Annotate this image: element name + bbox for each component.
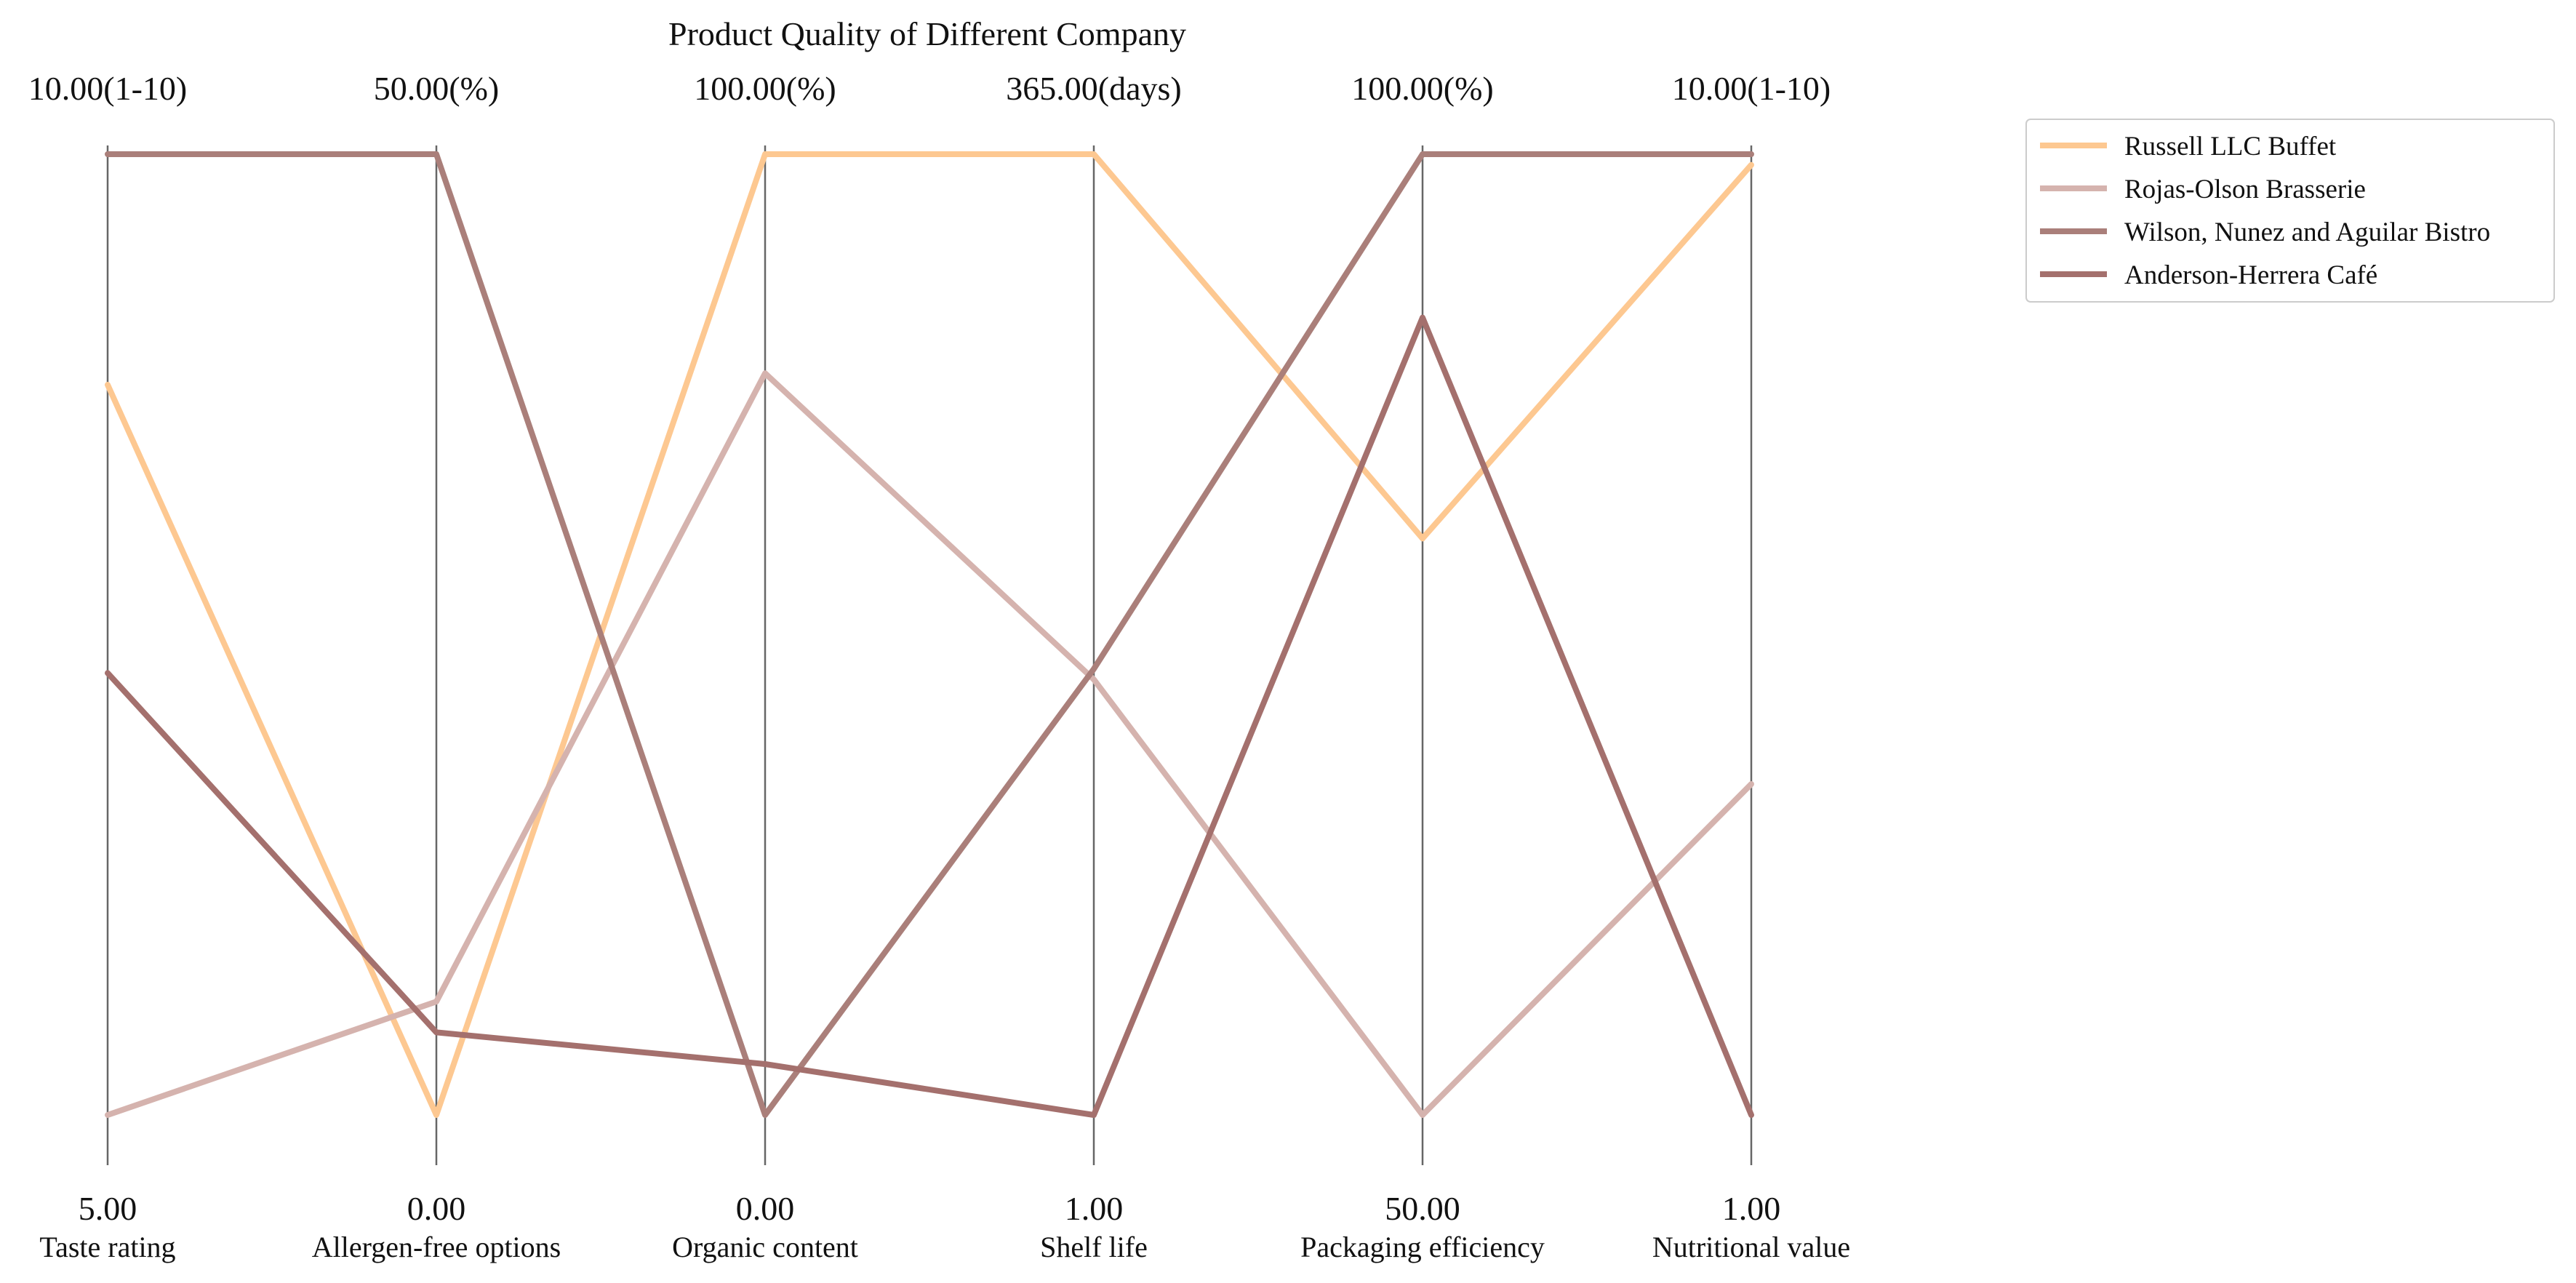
- chart-title: Product Quality of Different Company: [668, 15, 1186, 52]
- axis-label: Shelf life: [1040, 1231, 1148, 1263]
- axis-label: Taste rating: [39, 1231, 175, 1263]
- legend-entry: Rojas-Olson Brasserie: [2124, 175, 2366, 204]
- legend: Russell LLC Buffet Rojas-Olson Brasserie W…: [2025, 119, 2555, 303]
- legend-entry: Anderson-Herrera Café: [2124, 260, 2377, 290]
- axis-max-tick: 10.00(1-10): [1672, 70, 1831, 107]
- legend-frame: [2025, 119, 2555, 303]
- axis-max-tick: 100.00(%): [694, 70, 836, 107]
- axis-min-tick: 5.00: [79, 1190, 137, 1227]
- axis-max-tick: 100.00(%): [1351, 70, 1493, 107]
- axis-min-tick: 0.00: [736, 1190, 795, 1227]
- axis-label: Nutritional value: [1652, 1231, 1850, 1263]
- series-lines-layer: [105, 151, 1754, 1118]
- axis-max-tick: 365.00(days): [1006, 70, 1181, 107]
- axis-min-tick: 1.00: [1722, 1190, 1781, 1227]
- axis-max-tick: 50.00(%): [374, 70, 499, 107]
- axis-min-tick: 0.00: [407, 1190, 466, 1227]
- axes-layer: 10.00(1-10) 5.00 Taste rating 50.00(%) 0.00 A…: [28, 70, 1850, 1263]
- axis-max-tick: 10.00(1-10): [28, 70, 187, 107]
- axis-min-tick: 1.00: [1065, 1190, 1124, 1227]
- series-line: [105, 151, 1754, 1118]
- axis-label: Organic content: [672, 1231, 858, 1263]
- legend-items: Russell LLC Buffet Rojas-Olson Brasserie W…: [2040, 132, 2490, 290]
- legend-entry: Russell LLC Buffet: [2124, 132, 2337, 161]
- axis-min-tick: 50.00: [1385, 1190, 1460, 1227]
- axis-label: Packaging efficiency: [1300, 1231, 1545, 1263]
- series-line: [105, 314, 1754, 1118]
- series-line: [105, 370, 1754, 1118]
- axis-label: Allergen-free options: [312, 1231, 561, 1263]
- series-line: [105, 151, 1754, 1118]
- legend-entry: Wilson, Nunez and Aguilar Bistro: [2124, 217, 2490, 247]
